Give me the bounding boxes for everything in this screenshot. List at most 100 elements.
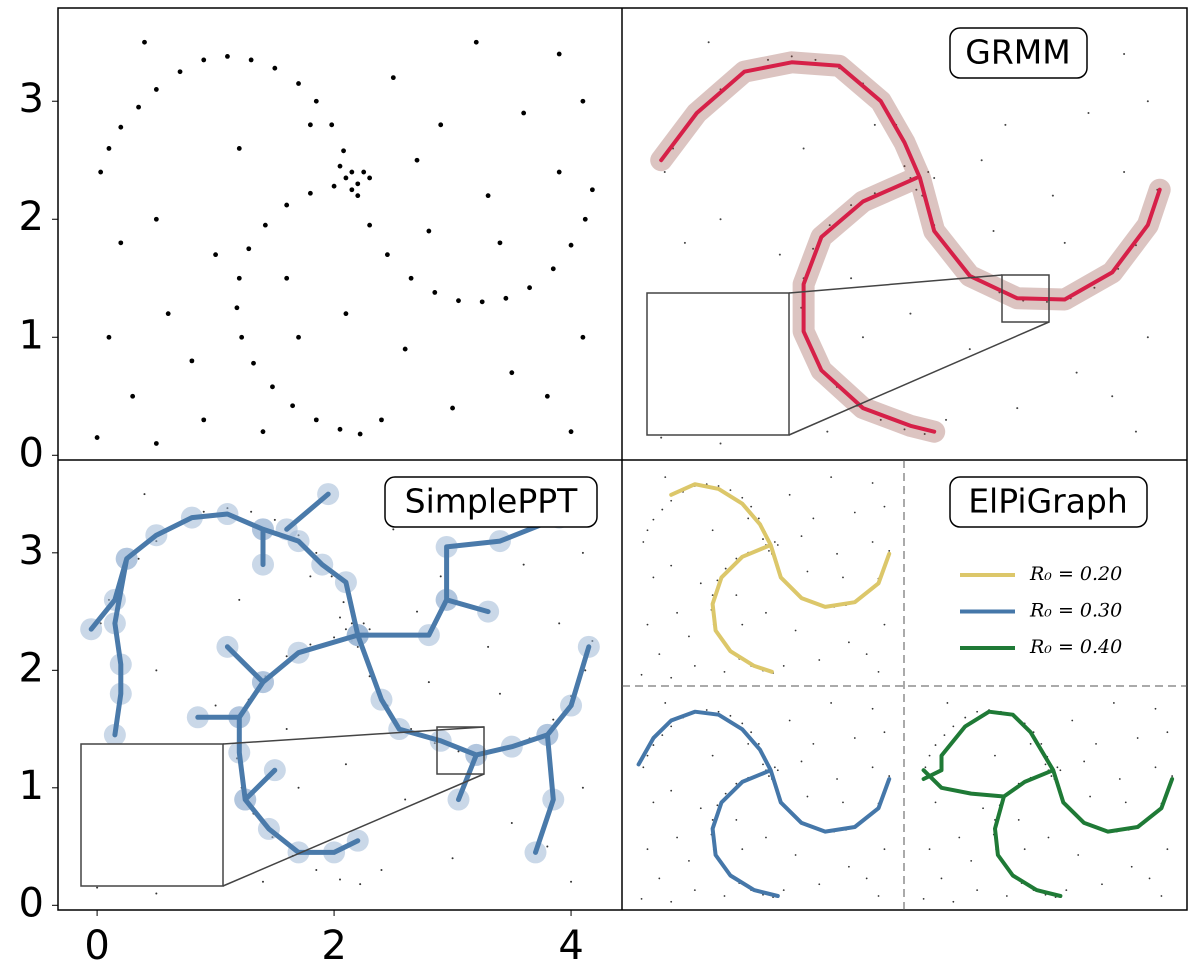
point bbox=[1136, 737, 1139, 739]
point bbox=[1017, 819, 1020, 821]
point bbox=[663, 171, 666, 174]
point bbox=[716, 579, 719, 582]
point bbox=[903, 165, 906, 168]
point bbox=[642, 541, 645, 543]
point bbox=[1016, 407, 1019, 410]
point bbox=[521, 110, 527, 116]
point bbox=[522, 563, 525, 566]
point bbox=[806, 570, 809, 573]
point bbox=[976, 710, 979, 713]
point bbox=[773, 766, 776, 769]
point bbox=[883, 623, 886, 626]
point bbox=[285, 728, 288, 731]
point bbox=[924, 766, 927, 769]
point bbox=[768, 775, 770, 777]
point bbox=[165, 311, 171, 317]
point bbox=[877, 895, 880, 897]
point bbox=[239, 334, 245, 340]
point bbox=[315, 869, 318, 872]
point bbox=[261, 880, 264, 883]
point bbox=[934, 744, 937, 746]
point bbox=[1087, 112, 1090, 115]
point bbox=[871, 707, 874, 710]
point bbox=[296, 81, 301, 86]
legend-label: R₀ = 0.20 bbox=[1029, 563, 1122, 585]
point bbox=[940, 877, 943, 880]
x-tick-label: 0 bbox=[84, 923, 109, 969]
point bbox=[806, 795, 809, 798]
point bbox=[309, 575, 312, 578]
point bbox=[670, 900, 673, 903]
point bbox=[479, 299, 485, 305]
point bbox=[550, 266, 556, 272]
point bbox=[909, 312, 912, 315]
point bbox=[485, 193, 491, 199]
point bbox=[711, 529, 714, 532]
point bbox=[923, 433, 926, 436]
plot-layer: 0 1 2 3 0 1 2 3 0 2 4 R₀ = 0.20 R₀ = 0.30 R₀ = 0.40 bbox=[19, 39, 1175, 969]
point bbox=[236, 146, 242, 151]
point bbox=[1111, 395, 1114, 398]
ppt-inset bbox=[80, 726, 485, 887]
point bbox=[1050, 775, 1053, 777]
point bbox=[262, 222, 268, 228]
point bbox=[1083, 760, 1086, 763]
point bbox=[451, 857, 454, 860]
point bbox=[766, 58, 769, 61]
point bbox=[741, 496, 744, 499]
y-tick-label: 0 bbox=[19, 880, 44, 926]
point bbox=[450, 405, 455, 411]
point bbox=[357, 431, 363, 437]
point bbox=[250, 510, 253, 513]
point bbox=[828, 224, 831, 227]
point bbox=[137, 557, 140, 560]
point bbox=[402, 346, 408, 352]
point bbox=[729, 714, 732, 717]
point bbox=[719, 442, 722, 445]
point bbox=[432, 290, 438, 295]
point bbox=[1123, 171, 1126, 174]
point bbox=[487, 645, 490, 648]
point bbox=[782, 665, 785, 667]
point bbox=[871, 541, 874, 543]
point bbox=[143, 493, 146, 496]
point bbox=[273, 518, 276, 521]
point bbox=[717, 710, 720, 713]
point bbox=[1123, 53, 1126, 56]
point bbox=[136, 104, 141, 110]
point bbox=[356, 645, 359, 648]
point bbox=[640, 673, 643, 676]
point bbox=[580, 98, 586, 104]
point bbox=[646, 623, 649, 626]
point bbox=[390, 75, 396, 81]
point bbox=[776, 769, 779, 772]
point bbox=[580, 334, 586, 340]
point bbox=[646, 848, 649, 851]
point bbox=[946, 702, 949, 704]
point bbox=[800, 535, 803, 538]
point bbox=[473, 39, 479, 45]
point bbox=[850, 204, 853, 207]
point bbox=[355, 181, 361, 187]
point bbox=[309, 643, 312, 646]
point bbox=[658, 653, 661, 656]
point bbox=[741, 848, 744, 851]
point bbox=[928, 754, 931, 757]
point bbox=[719, 218, 722, 221]
point bbox=[584, 669, 587, 672]
point bbox=[757, 743, 760, 745]
point bbox=[359, 883, 362, 886]
point bbox=[248, 57, 254, 63]
point bbox=[788, 719, 791, 722]
point bbox=[670, 676, 673, 679]
point bbox=[546, 845, 549, 848]
point bbox=[735, 557, 738, 560]
point bbox=[640, 897, 643, 900]
curve bbox=[921, 709, 1175, 898]
point bbox=[980, 159, 983, 162]
point bbox=[642, 766, 645, 769]
point bbox=[922, 897, 925, 900]
point bbox=[582, 216, 588, 222]
point bbox=[661, 508, 664, 511]
